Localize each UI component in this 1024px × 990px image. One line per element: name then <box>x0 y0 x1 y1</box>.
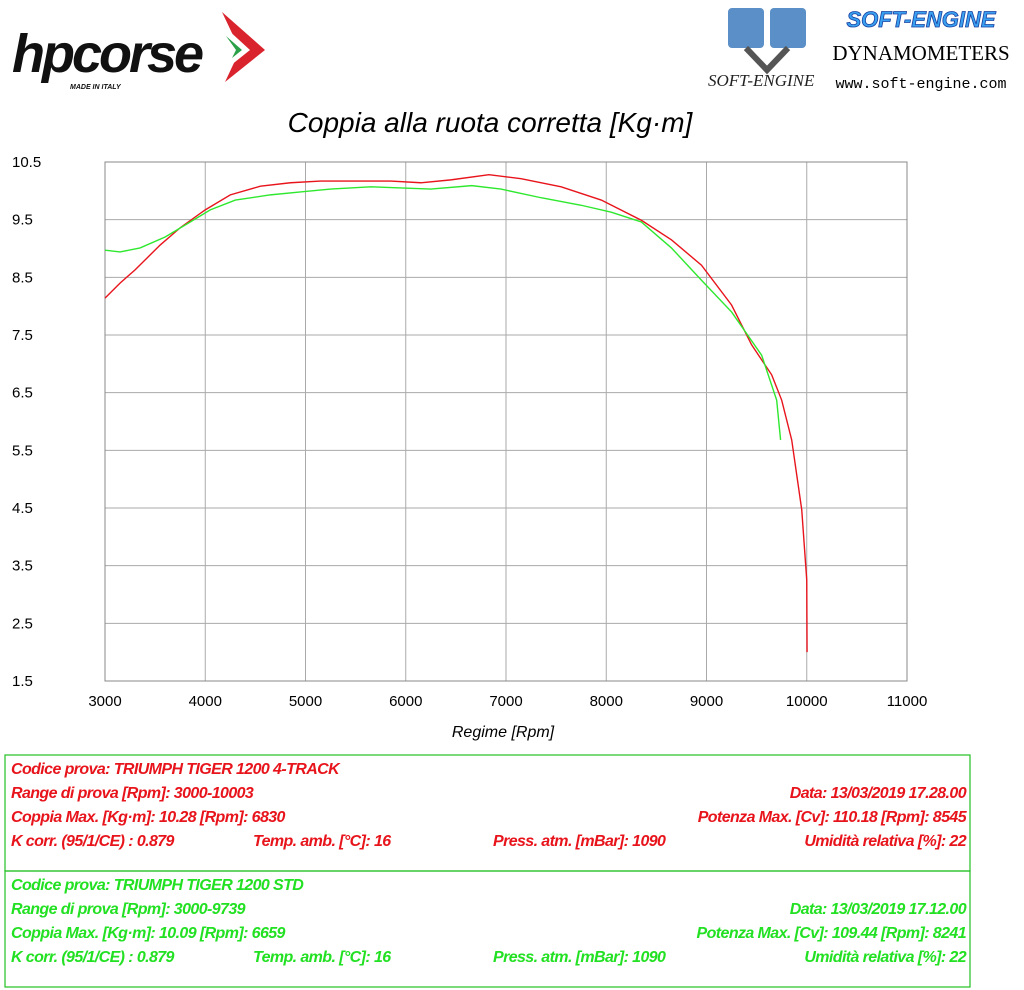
info-torque: Coppia Max. [Kg·m]: 10.28 [Rpm]: 6830 <box>11 809 286 826</box>
brand: hpcorse <box>12 24 203 84</box>
dyno-logo-text: SOFT-ENGINE <box>708 71 815 90</box>
hp-logo: hpcorse MADE IN ITALY <box>12 12 265 91</box>
torque-line <box>104 173 808 653</box>
x-tick-label: 9000 <box>690 693 723 710</box>
y-tick-label: 2.5 <box>12 615 33 632</box>
x-tick-label: 11000 <box>887 693 928 710</box>
x-tick-label: 5000 <box>289 693 322 710</box>
info-power: Potenza Max. [Cv]: 109.44 [Rpm]: 8241 <box>697 925 967 942</box>
info-torque: Coppia Max. [Kg·m]: 10.09 [Rpm]: 6659 <box>11 925 286 942</box>
torque-line <box>104 184 782 441</box>
info-temp: Temp. amb. [°C]: 16 <box>253 833 391 850</box>
chart-title: Coppia alla ruota corretta [Kg·m] <box>288 107 694 138</box>
info-hum: Umidità relativa [%]: 22 <box>804 833 966 850</box>
info-range: Range di prova [Rpm]: 3000-10003 <box>11 785 254 802</box>
piston-icon <box>728 8 764 48</box>
info-hum: Umidità relativa [%]: 22 <box>804 949 966 966</box>
x-tick-label: 4000 <box>189 693 222 710</box>
x-tick-label: 8000 <box>590 693 623 710</box>
info-code: Codice prova: TRIUMPH TIGER 1200 4-TRACK <box>11 761 341 778</box>
x-axis-label: Regime [Rpm] <box>452 724 555 741</box>
info-power: Potenza Max. [Cv]: 110.18 [Rpm]: 8545 <box>698 809 968 826</box>
info-range: Range di prova [Rpm]: 3000-9739 <box>11 901 246 918</box>
dyno-url: www.soft-engine.com <box>835 76 1006 93</box>
y-tick-label: 3.5 <box>12 558 33 575</box>
info-date: Data: 13/03/2019 17.12.00 <box>790 901 967 918</box>
info-press: Press. atm. [mBar]: 1090 <box>493 949 666 966</box>
brand-tagline: MADE IN ITALY <box>70 84 122 91</box>
x-tick-label: 6000 <box>389 693 422 710</box>
y-tick-label: 10.5 <box>12 154 41 171</box>
y-tick-label: 9.5 <box>12 212 33 229</box>
y-tick-label: 6.5 <box>12 385 33 402</box>
info-code: Codice prova: TRIUMPH TIGER 1200 STD <box>11 877 304 894</box>
y-tick-label: 8.5 <box>12 269 33 286</box>
piston-icon <box>770 8 806 48</box>
y-tick-label: 1.5 <box>12 673 33 690</box>
dyno-brand: SOFT-ENGINE <box>846 7 996 32</box>
x-tick-label: 3000 <box>88 693 121 710</box>
info-date: Data: 13/03/2019 17.28.00 <box>790 785 967 802</box>
info-press: Press. atm. [mBar]: 1090 <box>493 833 666 850</box>
logo-swoosh <box>226 36 242 58</box>
y-tick-label: 5.5 <box>12 442 33 459</box>
x-tick-label: 7000 <box>489 693 522 710</box>
y-tick-label: 4.5 <box>12 500 33 517</box>
info-k: K corr. (95/1/CE) : 0.879 <box>11 949 175 966</box>
y-tick-label: 7.5 <box>12 327 33 344</box>
x-tick-label: 10000 <box>786 693 828 710</box>
plot-frame <box>104 161 908 682</box>
dyno-logo: SOFT-ENGINE SOFT-ENGINE DYNAMOMETERS www… <box>708 7 1010 93</box>
info-temp: Temp. amb. [°C]: 16 <box>253 949 391 966</box>
info-k: K corr. (95/1/CE) : 0.879 <box>11 833 175 850</box>
info-box <box>4 870 971 988</box>
dyno-subtitle: DYNAMOMETERS <box>832 41 1009 65</box>
conrod-icon <box>743 45 791 75</box>
